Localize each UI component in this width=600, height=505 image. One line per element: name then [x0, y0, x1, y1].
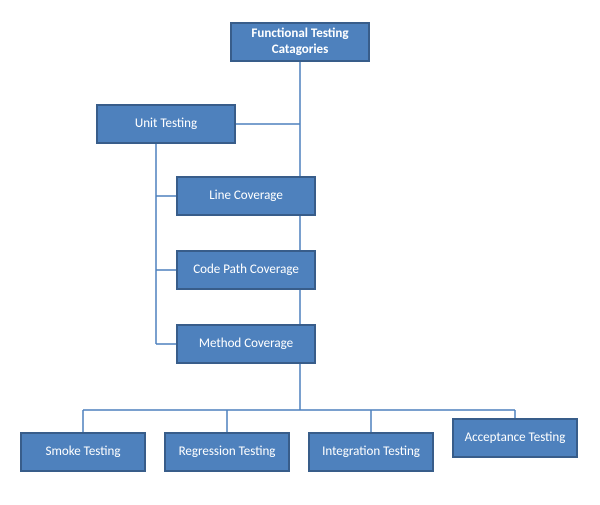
- diagram-viewport: { "diagram": { "type": "tree", "backgrou…: [0, 0, 600, 505]
- node-label: Code Path Coverage: [193, 262, 299, 278]
- node-label: Acceptance Testing: [465, 430, 566, 446]
- node-integration: Integration Testing: [308, 432, 434, 472]
- node-label: Smoke Testing: [46, 444, 121, 460]
- node-code-path: Code Path Coverage: [176, 250, 316, 290]
- node-root: Functional TestingCatagories: [230, 22, 370, 62]
- node-label: Integration Testing: [322, 444, 420, 460]
- node-smoke: Smoke Testing: [20, 432, 146, 472]
- node-method-cov: Method Coverage: [176, 324, 316, 364]
- node-label: Functional TestingCatagories: [251, 26, 348, 57]
- node-unit: Unit Testing: [96, 104, 236, 144]
- node-regression: Regression Testing: [164, 432, 290, 472]
- node-label: Unit Testing: [135, 116, 197, 132]
- node-label: Regression Testing: [179, 444, 276, 460]
- node-label: Method Coverage: [199, 336, 293, 352]
- node-acceptance: Acceptance Testing: [452, 418, 578, 458]
- node-line-cov: Line Coverage: [176, 176, 316, 216]
- node-label: Line Coverage: [209, 188, 283, 204]
